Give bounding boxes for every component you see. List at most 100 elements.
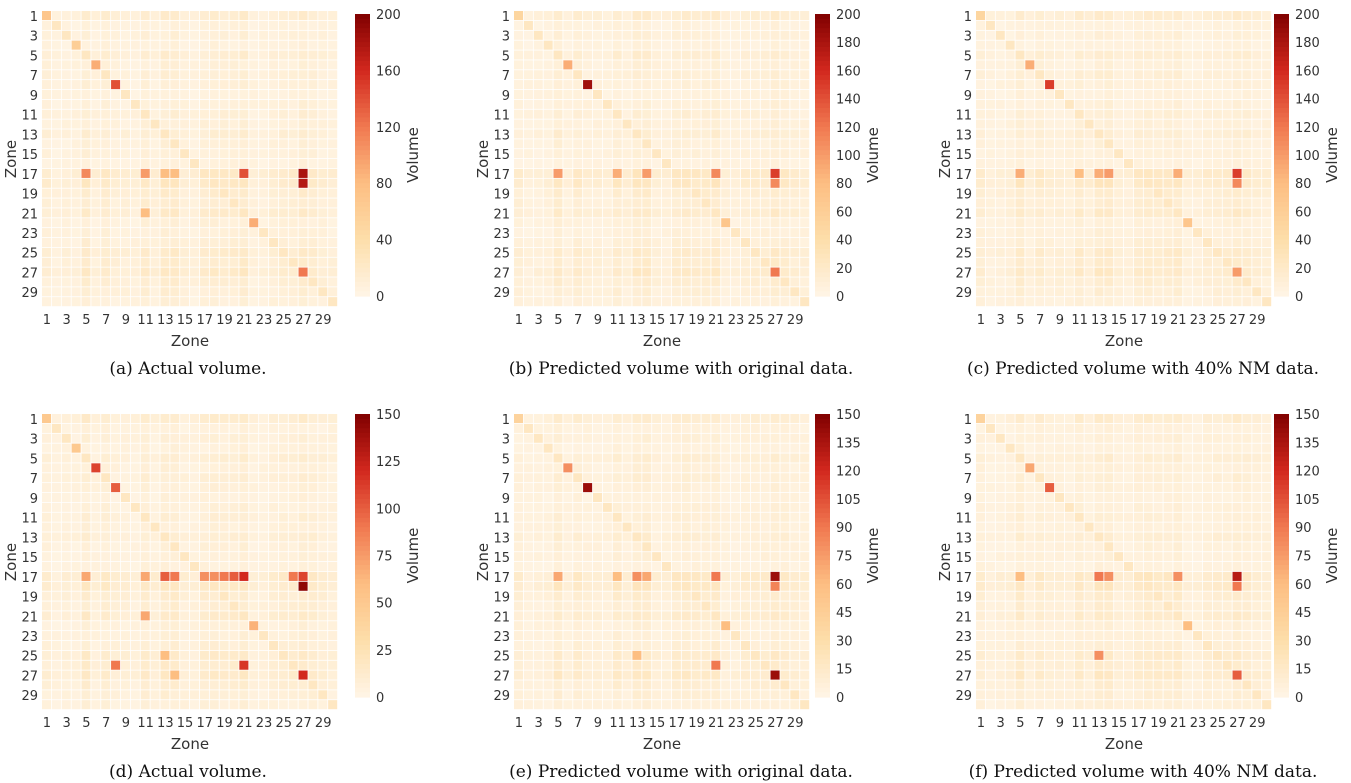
heatmap-cell: [750, 188, 760, 198]
heatmap-cell: [1084, 99, 1094, 109]
colorbar-tick-label: 0: [1295, 290, 1303, 305]
x-tick-label: 15: [649, 716, 666, 731]
heatmap-cell: [1124, 60, 1134, 70]
heatmap-cell: [731, 473, 741, 483]
heatmap-cell: [42, 670, 52, 680]
heatmap-cell: [622, 287, 632, 297]
heatmap-cell: [259, 109, 269, 119]
heatmap-cell: [523, 208, 533, 218]
heatmap-cell: [259, 257, 269, 267]
heatmap-cell: [1104, 277, 1114, 287]
heatmap-cell: [219, 89, 229, 99]
heatmap-cell: [740, 571, 750, 581]
heatmap-cell: [1094, 188, 1104, 198]
heatmap-cell: [170, 247, 180, 257]
heatmap-cell: [288, 502, 298, 512]
heatmap-cell: [691, 198, 701, 208]
heatmap-cell: [199, 198, 209, 208]
heatmap-cell: [61, 473, 71, 483]
heatmap-cell: [1064, 287, 1074, 297]
heatmap-cell: [71, 433, 81, 443]
heatmap-cell: [140, 50, 150, 60]
heatmap-cell: [71, 680, 81, 690]
heatmap-cell: [592, 423, 602, 433]
heatmap-cell: [671, 414, 681, 424]
heatmap-cell: [249, 139, 259, 149]
heatmap-cell: [249, 640, 259, 650]
heatmap-cell: [985, 109, 995, 119]
heatmap-cell: [1124, 159, 1134, 169]
colorbar-segment: [355, 673, 370, 679]
heatmap-cell: [328, 208, 338, 218]
colorbar-segment: [815, 56, 830, 62]
heatmap-cell: [602, 423, 612, 433]
heatmap-cell: [790, 257, 800, 267]
heatmap-cell: [51, 473, 61, 483]
heatmap-cell: [750, 139, 760, 149]
heatmap-cell: [150, 453, 160, 463]
heatmap-cell: [632, 208, 642, 218]
heatmap-cell: [61, 178, 71, 188]
heatmap-cell: [731, 670, 741, 680]
heatmap-cell: [239, 11, 249, 21]
heatmap-cell: [1212, 139, 1222, 149]
heatmap-cell: [1045, 267, 1055, 277]
heatmap-cell: [592, 267, 602, 277]
heatmap-cell: [1183, 257, 1193, 267]
heatmap-cell: [120, 257, 130, 267]
colorbar-segment: [355, 640, 370, 646]
heatmap-cell: [514, 80, 524, 90]
heatmap-cell: [800, 473, 810, 483]
heatmap-cell: [81, 650, 91, 660]
heatmap-cell: [61, 40, 71, 50]
heatmap-cell: [1054, 228, 1064, 238]
heatmap-cell: [150, 129, 160, 139]
heatmap-cell: [563, 522, 573, 532]
heatmap-cell: [239, 601, 249, 611]
heatmap-cell: [523, 109, 533, 119]
heatmap-cell: [288, 139, 298, 149]
heatmap-cell: [721, 267, 731, 277]
heatmap-cell: [298, 178, 308, 188]
heatmap-cell: [1242, 208, 1252, 218]
heatmap-cell: [563, 532, 573, 542]
heatmap-cell: [239, 492, 249, 502]
heatmap-cell: [976, 188, 986, 198]
x-axis-label: Zone: [643, 332, 681, 350]
heatmap-cell: [239, 119, 249, 129]
heatmap-cell: [170, 89, 180, 99]
heatmap-cell: [180, 277, 190, 287]
heatmap-cell: [583, 168, 593, 178]
heatmap-cell: [111, 640, 121, 650]
heatmap-cell: [140, 640, 150, 650]
heatmap-cell: [1045, 60, 1055, 70]
heatmap-cell: [533, 149, 543, 159]
heatmap-cell: [328, 178, 338, 188]
heatmap-cell: [1025, 11, 1035, 21]
heatmap-cell: [671, 581, 681, 591]
heatmap-cell: [249, 40, 259, 50]
heatmap-cell: [160, 601, 170, 611]
heatmap-cell: [140, 562, 150, 572]
heatmap-cell: [800, 433, 810, 443]
heatmap-cell: [1084, 188, 1094, 198]
heatmap-cell: [318, 297, 328, 307]
heatmap-cell: [583, 109, 593, 119]
heatmap-cell: [1173, 109, 1183, 119]
heatmap-cell: [229, 11, 239, 21]
heatmap-cell: [1242, 109, 1252, 119]
colorbar-segment: [1274, 164, 1289, 170]
heatmap-cell: [140, 178, 150, 188]
heatmap-cell: [328, 453, 338, 463]
heatmap-cell: [1183, 119, 1193, 129]
heatmap-cell: [1222, 99, 1232, 109]
heatmap-cell: [1035, 11, 1045, 21]
heatmap-cell: [602, 650, 612, 660]
heatmap-cell: [219, 700, 229, 710]
heatmap-cell: [81, 502, 91, 512]
heatmap-cell: [612, 119, 622, 129]
heatmap-cell: [140, 237, 150, 247]
heatmap-cell: [140, 287, 150, 297]
heatmap-cell: [120, 218, 130, 228]
x-axis-label: Zone: [171, 332, 209, 350]
